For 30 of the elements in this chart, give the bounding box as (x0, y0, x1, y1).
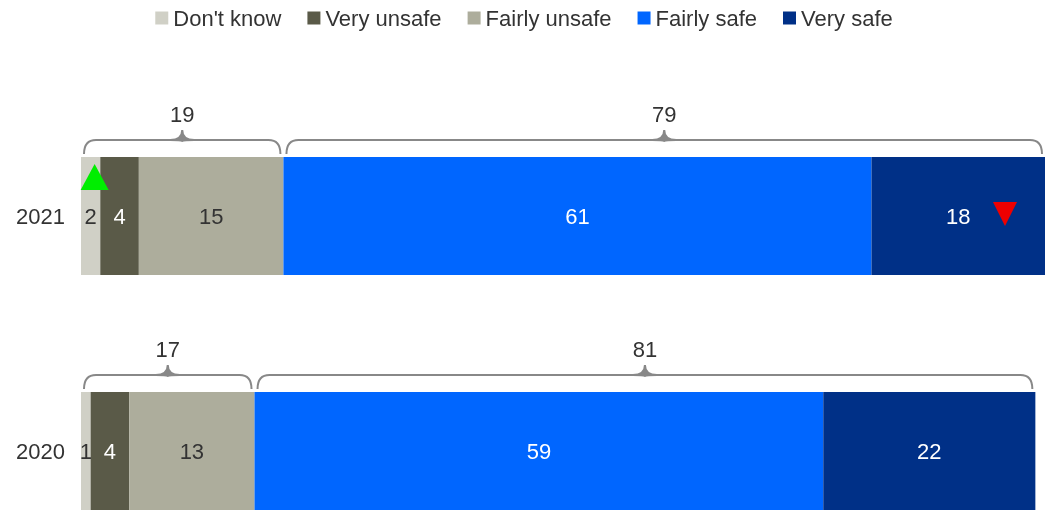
y-tick-label: 2021 (16, 203, 65, 229)
legend-label: Very unsafe (325, 5, 442, 31)
y-tick-label: 2020 (16, 438, 65, 464)
annotation: 81 (632, 337, 658, 362)
bar (90, 392, 130, 510)
annotation: 17 (155, 337, 180, 362)
data-label: 4 (113, 203, 126, 229)
data-label: 4 (103, 438, 117, 464)
data-label: 2 (84, 203, 97, 229)
data-label: 61 (565, 203, 590, 229)
data-label: 22 (917, 438, 942, 464)
bar (129, 392, 255, 510)
bar (81, 392, 91, 510)
bar (283, 157, 872, 275)
bar (138, 157, 284, 275)
bar (254, 392, 824, 510)
data-label: 1 (79, 438, 92, 464)
legend-label: Fairly unsafe (485, 5, 612, 31)
annotation: 19 (169, 102, 195, 127)
legend-label: Fairly safe (655, 5, 758, 31)
legend-label: Very safe (801, 5, 893, 31)
data-label: 59 (526, 438, 552, 464)
bar (871, 157, 1045, 275)
bar (823, 392, 1036, 510)
data-label: 13 (179, 438, 205, 464)
data-label: 15 (198, 203, 224, 229)
bar (100, 157, 139, 275)
annotation: 79 (651, 102, 677, 127)
legend-label: Don't know (173, 5, 282, 31)
data-label: 18 (946, 203, 971, 229)
